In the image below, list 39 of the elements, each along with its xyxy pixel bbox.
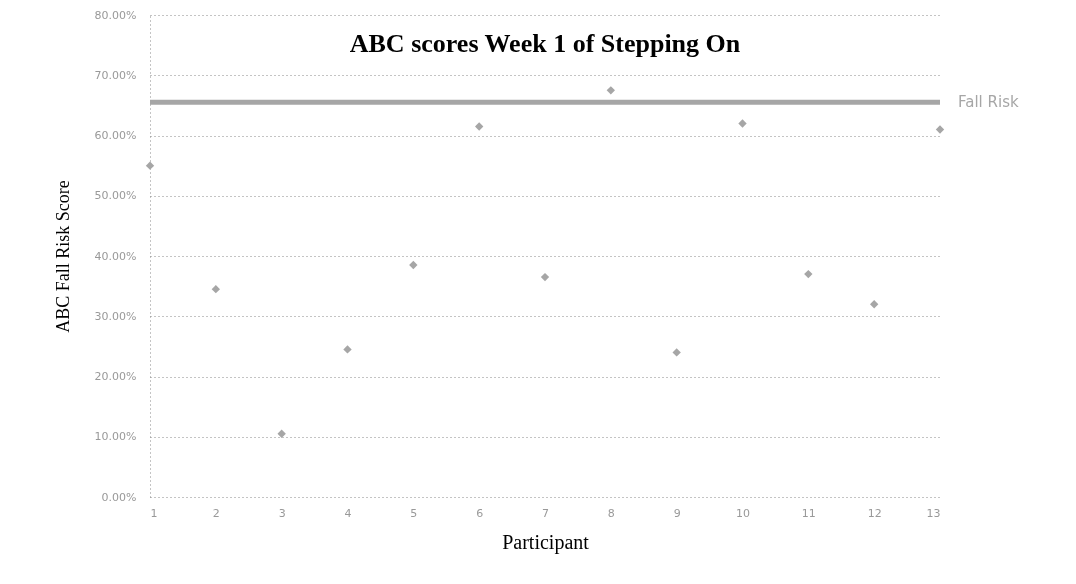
x-tick-label: 7 (542, 506, 549, 520)
point (935, 125, 945, 134)
point (804, 269, 813, 279)
x-tick-label: 12 (867, 506, 882, 520)
point (343, 345, 352, 354)
y-tick-label: 30.00% (94, 309, 137, 323)
x-tick-label: 10 (736, 506, 750, 520)
y-tick-label: 40.00% (94, 249, 137, 263)
text: ABC scores Week 1 of Stepping On (349, 29, 741, 58)
point (738, 119, 747, 128)
y-tick-label: 80.00% (94, 8, 137, 22)
point (145, 161, 155, 170)
y-tick-label: 0.00% (101, 490, 137, 504)
x-tick-label: 11 (801, 506, 816, 520)
point (672, 348, 681, 357)
x-tick-label: 6 (476, 506, 484, 520)
point (606, 86, 616, 95)
x-tick-label: 8 (607, 506, 615, 520)
y-tick-label: 70.00% (94, 68, 137, 82)
y-tick-label: 50.00% (94, 189, 137, 203)
point (211, 284, 221, 294)
point (869, 300, 879, 309)
x-axis-title: Participant (502, 530, 590, 554)
point (277, 429, 286, 438)
x-tick-label: 5 (410, 506, 418, 520)
y-tick-label: 60.00% (94, 129, 137, 142)
y-tick-label: 20.00% (94, 370, 137, 383)
point (409, 260, 418, 270)
y-tick-label: 10.00% (94, 430, 137, 444)
x-tick-label: 13 (926, 506, 941, 520)
y-axis-title: ABC Fall Risk Score (52, 180, 73, 333)
x-tick-label: 4 (344, 506, 352, 520)
x-tick-label: 1 (150, 506, 158, 520)
x-tick-label: 3 (278, 506, 286, 520)
point (474, 122, 484, 131)
point (540, 272, 550, 282)
x-tick-label: 2 (212, 506, 220, 520)
ref-line-label: Fall Risk (958, 93, 1019, 112)
x-tick-label: 9 (673, 506, 681, 520)
